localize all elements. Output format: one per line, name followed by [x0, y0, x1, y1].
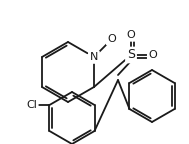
Text: O: O: [108, 34, 116, 44]
Text: O: O: [149, 50, 157, 60]
Text: O: O: [127, 30, 135, 40]
Text: N: N: [90, 52, 98, 62]
Text: S: S: [127, 49, 135, 61]
Text: Cl: Cl: [26, 100, 37, 110]
